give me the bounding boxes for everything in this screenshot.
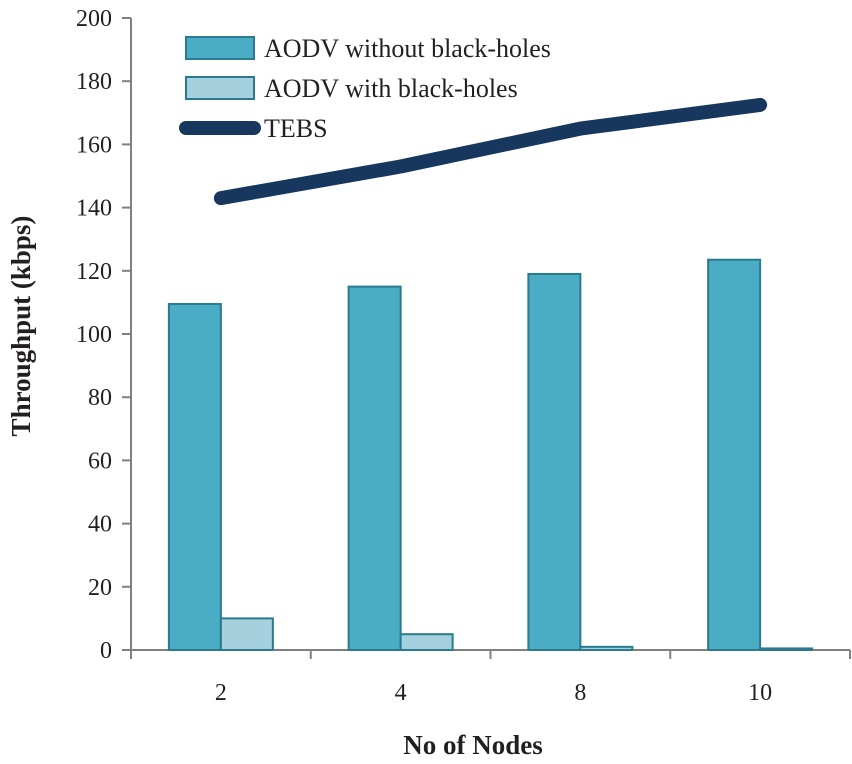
y-tick-label: 140	[76, 196, 112, 222]
x-tick-label: 10	[748, 680, 772, 706]
x-axis-title: No of Nodes	[403, 730, 543, 760]
legend-label-aodv-with-black-holes: AODV with black-holes	[264, 74, 518, 103]
bar-aodv-with-black-holes-2	[219, 617, 274, 652]
y-tick-label: 200	[76, 6, 112, 32]
x-tick-label: 2	[215, 680, 227, 706]
bar-aodv-without-black-holes-2	[167, 302, 222, 651]
bar-aodv-without-black-holes-8	[527, 272, 582, 651]
y-tick-label: 120	[76, 259, 112, 285]
y-axis-title: Throughput (kbps)	[6, 216, 36, 437]
tebs-point-4	[398, 164, 403, 169]
legend-swatch-aodv-without-black-holes	[185, 36, 255, 60]
y-tick-label: 60	[88, 448, 112, 474]
y-tick-label: 80	[88, 385, 112, 411]
y-tick-label: 20	[88, 575, 112, 601]
y-tick-label: 160	[76, 132, 112, 158]
tebs-line	[213, 97, 768, 206]
tebs-point-2	[218, 196, 223, 201]
y-tick-label: 40	[88, 512, 112, 538]
legend-label-tebs: TEBS	[264, 114, 328, 143]
line-series	[213, 97, 768, 206]
bar-aodv-with-black-holes-8	[579, 645, 634, 652]
bar-aodv-without-black-holes-10	[707, 258, 762, 651]
tebs-point-10	[758, 102, 763, 107]
bar-aodv-without-black-holes-4	[347, 285, 402, 651]
legend-label-aodv-without-black-holes: AODV without black-holes	[264, 34, 551, 63]
legend-swatch-aodv-with-black-holes	[185, 76, 255, 100]
axes: 0 20 40 60 80 100 120 140 160 180 200 2 4 8 10	[76, 6, 851, 706]
y-tick-label: 180	[76, 69, 112, 95]
y-tick-label: 0	[100, 638, 112, 664]
x-tick-label: 4	[395, 680, 407, 706]
bar-aodv-with-black-holes-10	[759, 647, 814, 651]
x-tick-label: 8	[574, 680, 586, 706]
bars	[167, 258, 814, 652]
tebs-point-8	[578, 126, 583, 131]
bar-aodv-with-black-holes-4	[399, 633, 454, 652]
legend: AODV without black-holes AODV with black-…	[179, 34, 551, 143]
y-tick-label: 100	[76, 322, 112, 348]
